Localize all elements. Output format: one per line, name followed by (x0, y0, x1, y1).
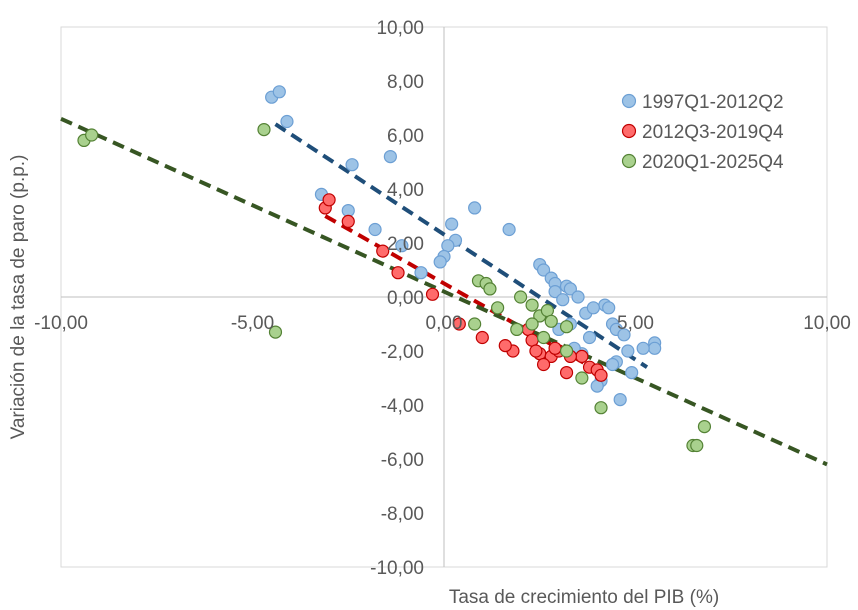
point-series-3-23 (536, 330, 551, 345)
point-series-3-1 (85, 128, 99, 142)
x-tick-label: 5,00 (617, 313, 654, 334)
point-series-3-17 (575, 371, 589, 385)
y-tick-label: 6,00 (387, 126, 424, 147)
point-series-1-27 (602, 301, 616, 315)
y-tick-label: -4,00 (381, 396, 424, 417)
point-series-2-16 (575, 349, 589, 363)
point-series-1-44 (582, 330, 597, 345)
legend: 1997Q1-2012Q2 2012Q3-2019Q4 2020Q1-2025Q4 (621, 92, 784, 173)
x-axis-title: Tasa de crecimiento del PIB (%) (449, 587, 719, 608)
point-series-2-3 (376, 244, 390, 258)
x-tick-labels: -10,00 -5,00 0,00 5,00 10,00 (34, 313, 851, 334)
point-series-1-3 (345, 158, 359, 172)
point-series-1-30 (586, 301, 600, 315)
point-series-2-4 (391, 266, 405, 280)
y-axis-title: Variación de la tasa de paro (p.p.) (8, 155, 29, 440)
point-series-2-6 (452, 317, 466, 331)
point-series-2-14 (536, 357, 551, 372)
point-series-2-5 (425, 287, 440, 301)
legend-marker-series-3 (621, 153, 637, 169)
point-series-3-13 (468, 317, 482, 331)
point-series-3-9 (525, 298, 539, 312)
point-series-1-13 (441, 239, 455, 253)
point-series-3-14 (510, 322, 524, 336)
y-tick-label: -6,00 (381, 450, 424, 471)
point-series-1-22 (563, 282, 577, 296)
trendline-series-1 (274, 122, 649, 369)
point-series-1-10 (468, 201, 482, 215)
point-series-1-4 (383, 150, 397, 164)
point-series-3-8 (513, 290, 528, 304)
point-series-2-21 (548, 341, 562, 355)
y-tick-label: 8,00 (387, 72, 424, 93)
legend-marker-series-1 (621, 93, 637, 109)
y-tick-label: 2,00 (387, 234, 424, 255)
point-series-1-37 (625, 366, 639, 380)
point-series-3-21 (697, 420, 712, 434)
point-series-1-18 (536, 263, 551, 277)
legend-label-series-2: 2012Q3-2019Q4 (642, 122, 784, 143)
point-series-1-23 (548, 285, 562, 299)
point-series-1-2 (280, 114, 294, 129)
point-series-1-9 (414, 266, 428, 280)
point-series-3-11 (540, 303, 555, 318)
y-tick-label: -8,00 (381, 504, 424, 525)
legend-marker-series-2 (621, 123, 637, 139)
point-series-1-34 (648, 341, 662, 355)
point-series-1-25 (571, 290, 585, 304)
y-tick-label: 10,00 (376, 18, 424, 39)
point-series-1-7 (368, 222, 382, 237)
point-series-3-22 (559, 344, 574, 358)
point-series-2-19 (594, 368, 608, 382)
point-series-1-39 (605, 357, 620, 372)
point-series-1-36 (621, 344, 635, 358)
x-tick-label: -10,00 (34, 313, 88, 334)
point-series-1-8 (395, 239, 409, 253)
point-series-3-6 (483, 282, 497, 296)
point-series-2-15 (559, 366, 574, 380)
point-series-1-15 (433, 255, 447, 269)
x-tick-label: 0,00 (426, 313, 463, 334)
x-tick-label: 10,00 (803, 313, 851, 334)
trendlines (60, 116, 828, 467)
point-series-1-24 (556, 293, 570, 307)
point-series-1-42 (613, 393, 627, 407)
point-series-2-2 (341, 214, 355, 228)
point-series-3-2 (257, 123, 271, 137)
point-series-3-18 (594, 401, 608, 415)
point-series-3-16 (559, 320, 574, 334)
trendline-series-2 (324, 214, 603, 375)
point-series-1-16 (502, 222, 516, 237)
point-series-2-11 (525, 333, 539, 347)
data-points (77, 85, 712, 453)
point-series-1-32 (617, 328, 631, 342)
y-tick-label: -2,00 (381, 342, 424, 363)
point-series-1-35 (636, 341, 650, 355)
x-tick-label: -5,00 (231, 313, 274, 334)
legend-label-series-3: 2020Q1-2025Q4 (642, 152, 784, 173)
point-series-3-12 (544, 314, 558, 328)
point-series-2-7 (475, 330, 489, 345)
y-tick-labels: 10,00 8,00 6,00 4,00 2,00 0,00 -2,00 -4,00 -6,00… (370, 18, 424, 579)
y-tick-label: -10,00 (370, 558, 424, 579)
point-series-2-22 (529, 344, 543, 358)
trendline-series-3 (60, 116, 828, 467)
point-series-1-41 (590, 379, 604, 393)
point-series-1-11 (445, 217, 459, 231)
point-series-2-1 (322, 193, 336, 207)
point-series-3-7 (491, 301, 505, 315)
point-series-3-15 (525, 317, 539, 331)
point-series-1-1 (272, 85, 286, 99)
legend-label-series-1: 1997Q1-2012Q2 (642, 92, 784, 113)
point-series-3-3 (268, 325, 283, 339)
point-series-2-23 (498, 339, 512, 353)
y-tick-label: 4,00 (387, 180, 424, 201)
point-series-3-20 (690, 438, 704, 453)
y-tick-label: 0,00 (387, 288, 424, 309)
